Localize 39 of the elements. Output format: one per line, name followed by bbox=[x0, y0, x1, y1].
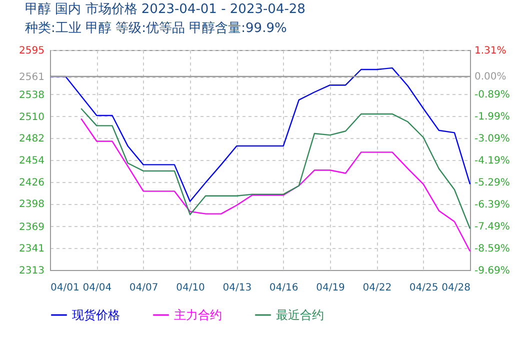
y-tick-label: 2561 bbox=[19, 72, 44, 84]
x-tick-label: 04/01 bbox=[50, 282, 80, 294]
x-tick-label: 04/22 bbox=[362, 282, 392, 294]
legend-label: 主力合约 bbox=[174, 308, 222, 322]
y2-tick-label: -7.49% bbox=[474, 222, 510, 232]
y2-tick-label: 0.00% bbox=[474, 72, 506, 83]
y-tick-label: 2313 bbox=[19, 266, 44, 276]
y2-tick-label: -3.09% bbox=[474, 134, 510, 144]
chart-title: 甲醇 国内 市场价格 2023-04-01 - 2023-04-28 bbox=[25, 2, 306, 17]
y-tick-label: 2595 bbox=[19, 46, 44, 56]
y-tick-label: 2341 bbox=[19, 244, 44, 255]
line-series bbox=[80, 118, 471, 252]
line-series bbox=[80, 108, 471, 230]
x-tick-label: 04/28 bbox=[442, 282, 470, 294]
x-tick-label: 04/13 bbox=[222, 282, 252, 294]
y2-tick-label: -9.69% bbox=[474, 266, 510, 276]
x-tick-label: 04/07 bbox=[129, 282, 158, 294]
y-tick-label: 2510 bbox=[19, 112, 44, 123]
y2-tick-label: -1.99% bbox=[474, 112, 510, 122]
chart-subtitle: 种类:工业 甲醇 等级:优等品 甲醇含量:99.9% bbox=[25, 21, 287, 36]
y-tick-label: 2482 bbox=[19, 134, 44, 145]
y-tick-label: 2454 bbox=[19, 156, 44, 166]
x-tick-label: 04/19 bbox=[316, 282, 345, 294]
y2-tick-label: -6.39% bbox=[474, 200, 510, 210]
y-tick-label: 2538 bbox=[19, 90, 44, 101]
y2-tick-label: -8.59% bbox=[474, 244, 510, 254]
x-tick-label: 04/04 bbox=[82, 282, 112, 294]
legend-label: 最近合约 bbox=[276, 308, 324, 322]
y-tick-label: 2426 bbox=[19, 177, 44, 188]
x-tick-label: 04/10 bbox=[176, 282, 205, 294]
y-tick-label: 2369 bbox=[19, 222, 44, 233]
legend-label: 现货价格 bbox=[72, 308, 120, 322]
y-tick-label: 2398 bbox=[19, 199, 44, 210]
y2-tick-label: -4.19% bbox=[474, 156, 510, 166]
y2-tick-label: 1.31% bbox=[474, 46, 506, 56]
x-tick-label: 04/16 bbox=[269, 282, 298, 294]
y2-tick-label: -5.29% bbox=[474, 178, 510, 188]
y2-tick-label: -0.89% bbox=[474, 90, 510, 100]
x-tick-label: 04/25 bbox=[409, 282, 438, 294]
